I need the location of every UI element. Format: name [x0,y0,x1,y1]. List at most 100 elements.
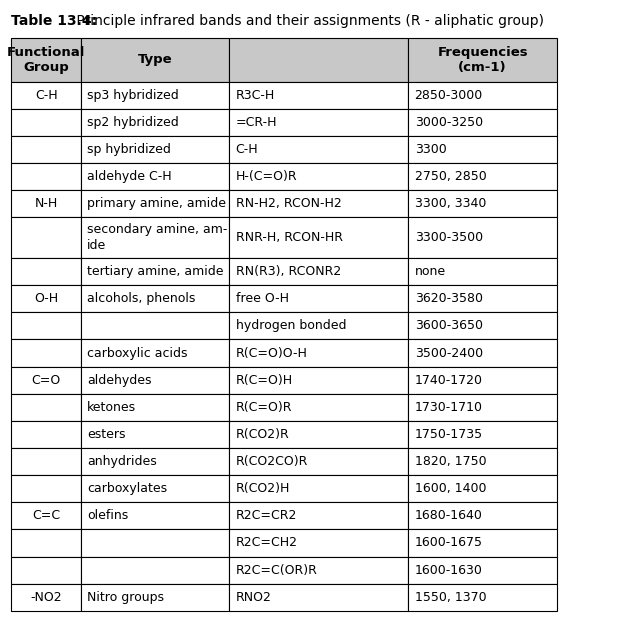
Bar [11,190,81,217]
Bar [408,394,557,421]
Text: primary amine, amide: primary amine, amide [88,197,226,210]
Text: olefins: olefins [88,510,129,523]
Bar [229,109,408,136]
Bar [11,502,81,529]
Bar [229,421,408,448]
Text: 3600-3650: 3600-3650 [414,320,482,333]
Bar [408,421,557,448]
Bar [229,285,408,312]
Text: C-H: C-H [236,143,258,156]
Bar [408,38,557,81]
Text: 3500-2400: 3500-2400 [414,347,482,360]
Text: carboxylic acids: carboxylic acids [88,347,188,360]
Text: anhydrides: anhydrides [88,455,157,468]
Text: C-H: C-H [35,89,58,102]
Bar [229,339,408,366]
Bar [229,584,408,611]
Bar [408,81,557,109]
Text: secondary amine, am-
ide: secondary amine, am- ide [88,223,228,252]
Text: 3300, 3340: 3300, 3340 [414,197,486,210]
Bar [229,502,408,529]
Bar [229,366,408,394]
Bar [81,421,229,448]
Bar [229,136,408,163]
Bar [81,217,229,258]
Bar [81,81,229,109]
Text: Functional
Group: Functional Group [7,46,85,74]
Bar [11,339,81,366]
Bar [229,217,408,258]
Text: aldehyde C-H: aldehyde C-H [88,170,172,183]
Bar [229,163,408,190]
Bar [81,312,229,339]
Bar [11,109,81,136]
Text: hydrogen bonded: hydrogen bonded [236,320,346,333]
Bar [408,163,557,190]
Text: 1730-1710: 1730-1710 [414,401,482,414]
Bar [81,529,229,557]
Bar [81,475,229,502]
Bar [229,557,408,584]
Bar [11,136,81,163]
Bar [408,258,557,285]
Text: Nitro groups: Nitro groups [88,590,164,604]
Bar [408,109,557,136]
Text: R(C=O)O-H: R(C=O)O-H [236,347,308,360]
Text: 1600-1675: 1600-1675 [414,537,482,550]
Text: RNO2: RNO2 [236,590,272,604]
Text: sp3 hybridized: sp3 hybridized [88,89,179,102]
Bar [81,339,229,366]
Text: Principle infrared bands and their assignments (R - aliphatic group): Principle infrared bands and their assig… [72,14,544,28]
Bar [81,163,229,190]
Bar [11,394,81,421]
Bar [81,394,229,421]
Text: R2C=CR2: R2C=CR2 [236,510,297,523]
Bar [229,258,408,285]
Text: none: none [414,265,446,278]
Bar [11,163,81,190]
Text: 3620-3580: 3620-3580 [414,292,482,305]
Bar [408,285,557,312]
Text: C=O: C=O [31,374,61,387]
Bar [11,312,81,339]
Text: carboxylates: carboxylates [88,482,168,495]
Text: 1600, 1400: 1600, 1400 [414,482,486,495]
Text: -NO2: -NO2 [30,590,62,604]
Bar [81,448,229,475]
Text: 2750, 2850: 2750, 2850 [414,170,486,183]
Text: ketones: ketones [88,401,136,414]
Text: aldehydes: aldehydes [88,374,152,387]
Text: Frequencies
(cm-1): Frequencies (cm-1) [438,46,528,74]
Text: 1680-1640: 1680-1640 [414,510,482,523]
Bar [11,448,81,475]
Bar [408,475,557,502]
Bar [408,366,557,394]
Bar [81,109,229,136]
Bar [408,312,557,339]
Bar [11,285,81,312]
Text: Type: Type [138,54,172,67]
Text: O-H: O-H [34,292,58,305]
Bar [408,502,557,529]
Text: 3000-3250: 3000-3250 [414,116,482,129]
Bar [408,339,557,366]
Bar [229,190,408,217]
Text: 2850-3000: 2850-3000 [414,89,483,102]
Bar [229,312,408,339]
Bar [81,285,229,312]
Bar [408,448,557,475]
Bar [229,475,408,502]
Bar [229,448,408,475]
Bar [229,394,408,421]
Text: C=C: C=C [32,510,60,523]
Bar [229,38,408,81]
Text: 1550, 1370: 1550, 1370 [414,590,486,604]
Bar [11,557,81,584]
Text: R(C=O)R: R(C=O)R [236,401,292,414]
Text: esters: esters [88,428,126,441]
Text: N-H: N-H [34,197,58,210]
Bar [11,421,81,448]
Bar [408,190,557,217]
Bar [408,557,557,584]
Text: 1750-1735: 1750-1735 [414,428,482,441]
